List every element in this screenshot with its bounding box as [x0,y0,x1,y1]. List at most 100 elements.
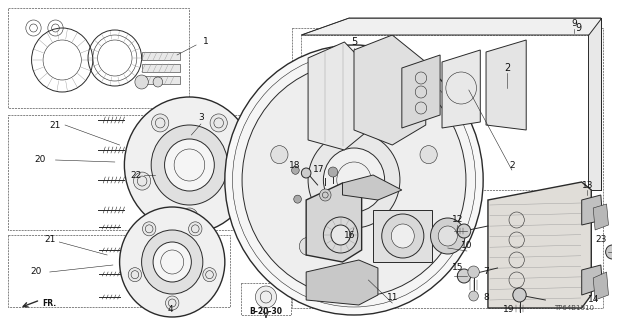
Bar [301,35,600,190]
Circle shape [391,224,414,248]
Circle shape [225,45,483,315]
Text: 19: 19 [503,306,515,315]
Circle shape [166,296,179,310]
Circle shape [328,167,338,177]
Circle shape [120,207,225,317]
Circle shape [420,146,437,164]
Polygon shape [301,18,601,35]
Circle shape [271,146,288,164]
Polygon shape [582,195,603,225]
Circle shape [203,268,216,282]
Text: 20: 20 [31,268,42,277]
Text: 4: 4 [168,305,173,314]
Circle shape [141,230,203,294]
Polygon shape [402,55,440,128]
Circle shape [323,148,385,212]
Text: 9: 9 [571,19,577,28]
Circle shape [292,166,300,174]
Circle shape [242,63,466,297]
Circle shape [294,195,301,203]
Bar [8,235,230,307]
Text: 2: 2 [509,160,515,169]
Circle shape [392,237,409,255]
Circle shape [431,218,465,254]
Bar [292,28,603,308]
Polygon shape [486,40,526,130]
Polygon shape [306,260,378,305]
Circle shape [323,217,358,253]
Circle shape [513,288,526,302]
Text: 9: 9 [576,23,582,33]
Polygon shape [588,18,601,190]
Text: 21: 21 [44,235,56,244]
Polygon shape [354,35,426,145]
Text: 22: 22 [130,170,141,180]
Circle shape [458,224,471,238]
Circle shape [381,214,424,258]
Text: 14: 14 [588,295,599,305]
Text: 2: 2 [504,63,510,73]
Text: 11: 11 [387,293,398,302]
Circle shape [605,245,619,259]
Circle shape [210,114,227,132]
Polygon shape [141,64,180,72]
Text: FR.: FR. [43,299,57,308]
Text: 3: 3 [198,114,204,122]
Circle shape [458,269,471,283]
Text: TP64B1910: TP64B1910 [554,305,594,311]
Text: 12: 12 [452,216,463,225]
Polygon shape [582,265,603,295]
Circle shape [331,225,350,245]
Circle shape [232,53,476,307]
Circle shape [189,222,202,236]
Circle shape [143,222,156,236]
Polygon shape [593,272,609,300]
Circle shape [308,132,400,228]
Text: 15: 15 [452,263,463,272]
Text: 10: 10 [461,241,473,250]
Polygon shape [593,204,609,230]
Circle shape [228,172,245,190]
Text: 21: 21 [50,121,61,130]
Polygon shape [141,52,180,60]
Polygon shape [442,50,480,128]
Text: 13: 13 [582,181,593,189]
Text: 20: 20 [35,155,46,165]
Polygon shape [141,76,180,84]
Circle shape [300,237,317,255]
Text: 7: 7 [483,268,489,277]
Circle shape [135,75,148,89]
Circle shape [308,220,316,228]
Circle shape [301,168,311,178]
Polygon shape [308,42,371,150]
Circle shape [438,226,458,246]
Polygon shape [488,182,591,308]
Polygon shape [342,175,402,200]
Polygon shape [306,183,362,262]
Circle shape [255,286,276,308]
Circle shape [153,242,191,282]
Circle shape [346,89,363,107]
Text: 1: 1 [203,38,209,47]
Circle shape [181,208,198,226]
Text: 17: 17 [313,166,324,174]
Circle shape [124,97,255,233]
Circle shape [153,77,163,87]
Circle shape [469,291,478,301]
Circle shape [319,189,331,201]
Circle shape [620,209,632,221]
Circle shape [134,172,151,190]
Circle shape [164,139,214,191]
Text: 16: 16 [344,231,355,240]
Text: 5: 5 [351,37,357,47]
Circle shape [128,268,141,282]
Text: 18: 18 [289,160,300,169]
Text: 8: 8 [483,293,489,302]
Polygon shape [373,210,433,262]
Bar [8,115,255,230]
Text: B-20-30: B-20-30 [250,307,282,315]
Bar [241,283,291,315]
Text: 23: 23 [595,235,607,244]
Circle shape [152,114,169,132]
Circle shape [151,125,228,205]
